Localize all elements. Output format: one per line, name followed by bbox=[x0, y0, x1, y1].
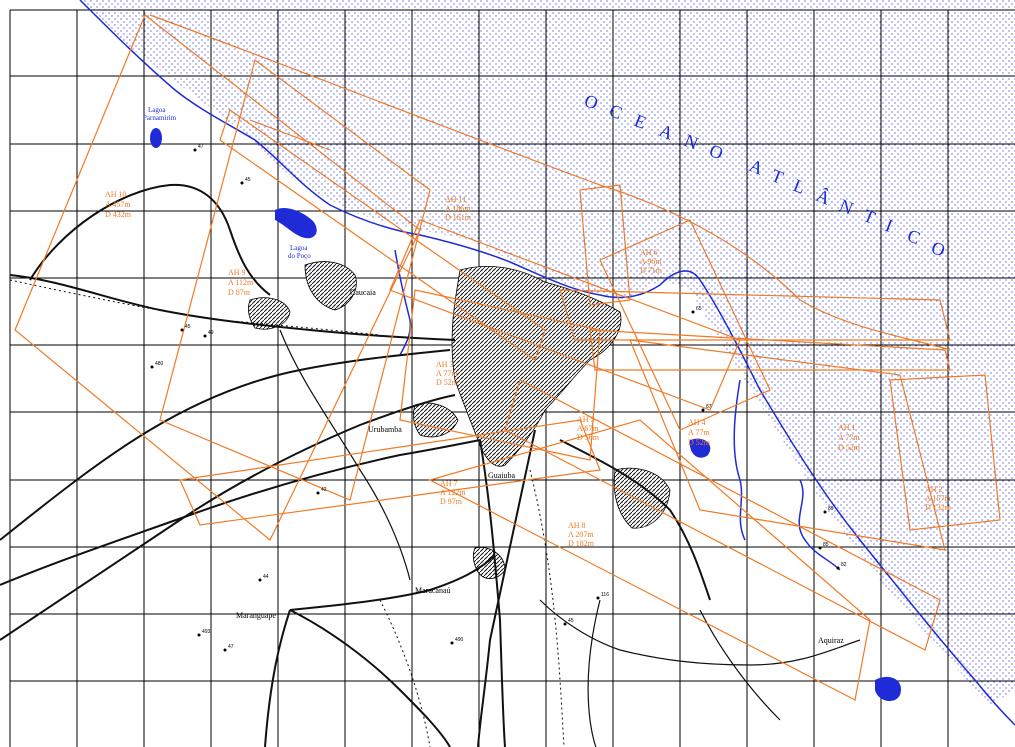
ah11-line1: AH 11 bbox=[445, 195, 466, 204]
railway-west bbox=[9, 279, 381, 336]
ah9-line1: AH 9 bbox=[228, 268, 246, 277]
elevation-label: 42 bbox=[321, 487, 327, 493]
coastline bbox=[79, 0, 1015, 726]
ah8-line1: AH 8 bbox=[568, 521, 586, 530]
river-southeast bbox=[798, 479, 841, 571]
place-lagoa-parnamirim-2: Parnamirim bbox=[143, 114, 177, 122]
elevation-label: 82 bbox=[841, 562, 847, 568]
elevation-label: 480 bbox=[155, 361, 164, 367]
urubamba-urban-area bbox=[413, 402, 459, 438]
place-maracanau: Maracanaú bbox=[415, 586, 451, 595]
ah11-line2: A 186m bbox=[445, 204, 471, 213]
ah8-line3: D 182m bbox=[568, 539, 595, 548]
ah4-line1: AH 4 bbox=[688, 418, 706, 427]
ocean-letter: C bbox=[607, 100, 627, 124]
railway-south bbox=[529, 469, 565, 747]
place-caucaia: Caucaia bbox=[350, 288, 376, 297]
ocean-letter: A bbox=[657, 120, 678, 144]
ah6-line2: A 96m bbox=[640, 257, 662, 266]
ocean-letter: O bbox=[929, 237, 950, 261]
southeast-urban-area bbox=[613, 467, 671, 529]
railway-southwest bbox=[379, 599, 431, 747]
elevation-label: 89 bbox=[828, 506, 834, 512]
ocean-letter: N bbox=[837, 195, 858, 219]
lagoon-east-2 bbox=[875, 676, 901, 702]
ah5-line1: AH 5 bbox=[577, 415, 595, 424]
elevation-label: 45 bbox=[245, 177, 251, 183]
ah8-line2: A 207m bbox=[568, 530, 594, 539]
ah3-line1: AH 3 bbox=[436, 360, 454, 369]
place-lagoa-poco-2: do Poço bbox=[288, 252, 311, 260]
elevation-label: 45 bbox=[568, 618, 574, 624]
ah1-line2: A 77m bbox=[838, 433, 860, 442]
elevation-label: 47 bbox=[228, 644, 234, 650]
elevation-label: 490 bbox=[455, 637, 464, 643]
lagoa-poco-water bbox=[275, 208, 317, 239]
ah3-line2: A 77m bbox=[436, 369, 458, 378]
ah5-line3: D 56m bbox=[577, 433, 600, 442]
road-network bbox=[0, 183, 861, 747]
ah9-line3: D 87m bbox=[228, 288, 251, 297]
ah1-line1: AH 1 bbox=[838, 423, 856, 432]
ah3-line3: D 52m bbox=[436, 378, 459, 387]
ah2-line1: AH 2 bbox=[925, 485, 943, 494]
ah10-line2: A 457m bbox=[105, 200, 131, 209]
place-urubamba: Urubamba bbox=[368, 425, 402, 434]
ah4-line2: A 77m bbox=[688, 428, 710, 437]
place-aquiraz: Aquiraz bbox=[818, 636, 844, 645]
ah1-line3: D 52m bbox=[838, 443, 861, 452]
caucaia-urban-area bbox=[304, 261, 357, 311]
lagoa-parnamirim-water bbox=[150, 128, 162, 148]
place-lagoa-parnamirim-1: Lagoa bbox=[148, 106, 166, 114]
ah6-line3: D 71m bbox=[640, 266, 663, 275]
place-maranguape: Maranguape bbox=[236, 611, 276, 620]
elevation-label: 116 bbox=[601, 592, 609, 598]
river-east bbox=[733, 379, 746, 541]
maracanau-urban-area bbox=[472, 547, 506, 579]
ah6-line1: AH 6 bbox=[640, 248, 658, 257]
ocean-letter: O bbox=[582, 90, 603, 114]
elevation-label: 49 bbox=[208, 330, 214, 336]
ocean-letter: N bbox=[682, 130, 703, 154]
ah9-line2: A 112m bbox=[228, 278, 254, 287]
ocean-letter: A bbox=[747, 155, 768, 179]
elevation-points: 47 45 45 49 42 480 44 493 47 490 89 87 6… bbox=[150, 144, 847, 652]
place-lagoa-poco-1: Lagoa bbox=[290, 244, 308, 252]
ocean-letter: Â bbox=[814, 184, 836, 209]
ah7-line1: AH 7 bbox=[440, 479, 458, 488]
lagoon-east-1 bbox=[689, 438, 711, 458]
ocean-area bbox=[80, 0, 1015, 705]
ah2-line2: A 157m bbox=[925, 494, 951, 503]
place-guaiuba: Guaiuba bbox=[488, 471, 516, 480]
ah-labels: AH 10 A 457m D 432m AH 9 A 112m D 87m AH… bbox=[105, 190, 952, 548]
elevation-label: 87 bbox=[706, 404, 712, 410]
ah11-line3: D 161m bbox=[445, 213, 472, 222]
elevation-label: 493 bbox=[202, 629, 211, 635]
ocean-letter: O bbox=[707, 140, 728, 164]
elevation-label: 45 bbox=[185, 324, 191, 330]
ah10-line3: D 432m bbox=[105, 210, 132, 219]
ocean-letter: C bbox=[905, 225, 925, 249]
procedure-areas bbox=[14, 14, 1001, 701]
elevation-label: 65 bbox=[696, 306, 702, 312]
elevation-label: 47 bbox=[198, 144, 204, 150]
ah7-line2: A 122m bbox=[440, 488, 466, 497]
elevation-label: 44 bbox=[263, 574, 269, 580]
elevation-label: 85 bbox=[823, 542, 829, 548]
ah7-line3: D 97m bbox=[440, 497, 463, 506]
fortaleza-urban-area bbox=[451, 266, 622, 467]
ah4-line3: D 52m bbox=[688, 438, 711, 447]
ah10-line1: AH 10 bbox=[105, 190, 127, 199]
ah2-line3: D 132m bbox=[925, 503, 952, 512]
ah5-line2: A 67m bbox=[577, 424, 599, 433]
